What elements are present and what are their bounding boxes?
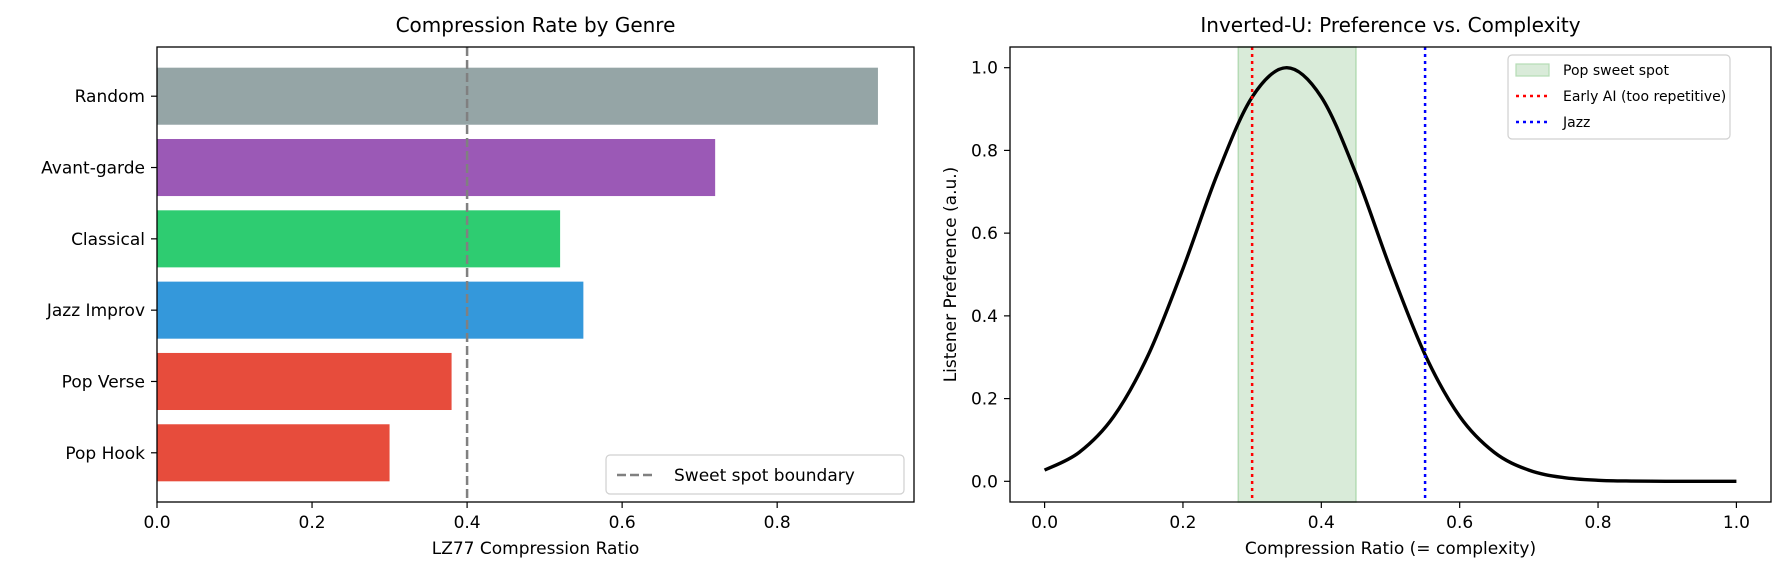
- chart-title: Inverted-U: Preference vs. Complexity: [1200, 13, 1580, 37]
- chart-title: Compression Rate by Genre: [396, 13, 676, 37]
- y-tick-label: 0.6: [971, 224, 998, 244]
- legend-label: Early AI (too repetitive): [1563, 89, 1726, 105]
- x-tick-label: 0.2: [299, 513, 326, 533]
- y-tick-label: Pop Verse: [62, 372, 145, 392]
- x-tick-label: 0.2: [1169, 513, 1196, 533]
- bar-avant-garde: [157, 138, 716, 197]
- x-tick-label: 0.4: [454, 513, 481, 533]
- legend-box: [1507, 54, 1731, 140]
- legend-label: Sweet spot boundary: [674, 466, 855, 486]
- x-tick-label: 0.0: [143, 513, 170, 533]
- legend-swatch-shaded: [1515, 63, 1550, 77]
- x-tick-label: 1.0: [1723, 513, 1750, 533]
- bar-random: [157, 67, 878, 125]
- x-axis-label: LZ77 Compression Ratio: [432, 539, 640, 559]
- legend-box: [605, 454, 905, 495]
- x-axis-label: Compression Ratio (= complexity): [1245, 539, 1536, 559]
- axes-frame: [1009, 46, 1772, 503]
- y-tick-label: Random: [75, 87, 145, 107]
- y-tick-label: Classical: [71, 230, 145, 250]
- x-tick-label: 0.0: [1031, 513, 1058, 533]
- bar-jazz-improv: [157, 281, 584, 339]
- x-tick-label: 0.8: [1585, 513, 1612, 533]
- axes-frame: [156, 46, 915, 503]
- x-tick-label: 0.8: [764, 513, 791, 533]
- y-tick-label: 0.8: [971, 141, 998, 161]
- y-tick-label: Pop Hook: [65, 444, 145, 464]
- bar-pop-hook: [157, 424, 390, 482]
- bar-classical: [157, 210, 561, 268]
- pop-sweet-spot-region: [1237, 46, 1357, 503]
- legend-label: Pop sweet spot: [1563, 63, 1670, 79]
- y-tick-label: 0.4: [971, 307, 998, 327]
- y-tick-label: 0.0: [971, 472, 998, 492]
- line-chart-panel: Inverted-U: Preference vs. Complexity 0.0…: [941, 13, 1772, 559]
- y-tick-label: Avant-garde: [41, 159, 145, 179]
- y-tick-label: 0.2: [971, 390, 998, 410]
- legend-label: Jazz: [1562, 115, 1590, 131]
- bar-chart-panel: Compression Rate by Genre Pop Hook Pop Ver…: [41, 13, 915, 559]
- x-tick-label: 0.4: [1308, 513, 1335, 533]
- y-tick-label: 1.0: [971, 59, 998, 79]
- y-axis-label: Listener Preference (a.u.): [941, 167, 961, 383]
- y-tick-label: Jazz Improv: [46, 301, 145, 321]
- x-tick-label: 0.6: [1446, 513, 1473, 533]
- x-tick-label: 0.6: [609, 513, 636, 533]
- bar-pop-verse: [157, 352, 452, 411]
- preference-curve: [1043, 65, 1737, 484]
